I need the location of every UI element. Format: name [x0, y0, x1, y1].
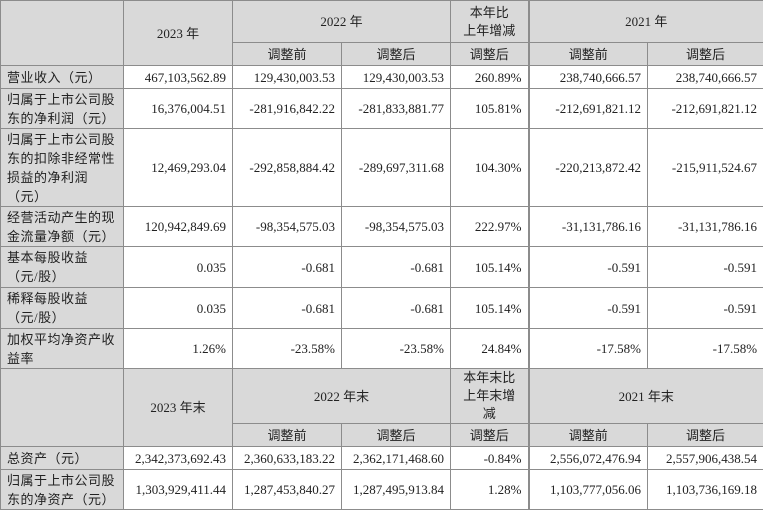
header-corner [1, 369, 124, 447]
cell-2022-before: -0.681 [233, 247, 342, 288]
subheader-change-after: 调整后 [451, 424, 529, 447]
row-label: 归属于上市公司股东的净资产（元） [1, 470, 124, 510]
cell-change: 24.84% [451, 329, 529, 369]
annual-header-row: 2023 年 2022 年 本年比 上年增减 2021 年 [1, 1, 763, 43]
cell-2022-after: -281,833,881.77 [342, 89, 451, 129]
cell-2021-before: 238,740,666.57 [529, 66, 648, 89]
header-corner [1, 1, 124, 66]
header-2023: 2023 年 [124, 1, 233, 66]
table-row: 经营活动产生的现金流量净额（元） 120,942,849.69 -98,354,… [1, 207, 763, 247]
cell-2023: 2,342,373,692.43 [124, 447, 233, 470]
row-label: 归属于上市公司股东的净利润（元） [1, 89, 124, 129]
cell-change: 105.14% [451, 247, 529, 288]
cell-2022-after: -289,697,311.68 [342, 129, 451, 207]
cell-2023: 0.035 [124, 288, 233, 329]
cell-2022-before: 2,360,633,183.22 [233, 447, 342, 470]
table-row: 归属于上市公司股东的净资产（元） 1,303,929,411.44 1,287,… [1, 470, 763, 510]
row-label: 归属于上市公司股东的扣除非经常性损益的净利润（元） [1, 129, 124, 207]
cell-change: 104.30% [451, 129, 529, 207]
cell-2022-after: -98,354,575.03 [342, 207, 451, 247]
cell-2021-before: -17.58% [529, 329, 648, 369]
header-change-end: 本年末比 上年末增减 [451, 369, 529, 424]
cell-2021-before: 2,556,072,476.94 [529, 447, 648, 470]
cell-2021-after: -31,131,786.16 [648, 207, 763, 247]
cell-2022-before: -23.58% [233, 329, 342, 369]
subheader-2022-before: 调整前 [233, 43, 342, 66]
table-row: 基本每股收益（元/股） 0.035 -0.681 -0.681 105.14% … [1, 247, 763, 288]
header-2021-end: 2021 年末 [529, 369, 763, 424]
cell-2022-before: -98,354,575.03 [233, 207, 342, 247]
cell-2021-before: -212,691,821.12 [529, 89, 648, 129]
cell-2021-before: -0.591 [529, 247, 648, 288]
row-label: 经营活动产生的现金流量净额（元） [1, 207, 124, 247]
cell-2022-after: -0.681 [342, 247, 451, 288]
header-2022: 2022 年 [233, 1, 451, 43]
cell-change: 222.97% [451, 207, 529, 247]
table-row: 归属于上市公司股东的扣除非经常性损益的净利润（元） 12,469,293.04 … [1, 129, 763, 207]
cell-change: -0.84% [451, 447, 529, 470]
subheader-2021-before: 调整前 [529, 43, 648, 66]
header-2023-end: 2023 年末 [124, 369, 233, 447]
header-2022-end: 2022 年末 [233, 369, 451, 424]
cell-2021-before: -0.591 [529, 288, 648, 329]
row-label: 总资产（元） [1, 447, 124, 470]
cell-2021-after: 2,557,906,438.54 [648, 447, 763, 470]
table-row: 稀释每股收益（元/股） 0.035 -0.681 -0.681 105.14% … [1, 288, 763, 329]
cell-2022-after: 1,287,495,913.84 [342, 470, 451, 510]
cell-2021-after: -215,911,524.67 [648, 129, 763, 207]
cell-2022-before: -0.681 [233, 288, 342, 329]
cell-2023: 467,103,562.89 [124, 66, 233, 89]
cell-2021-before: -220,213,872.42 [529, 129, 648, 207]
table-row: 营业收入（元） 467,103,562.89 129,430,003.53 12… [1, 66, 763, 89]
header-2021: 2021 年 [529, 1, 763, 43]
table-row: 总资产（元） 2,342,373,692.43 2,360,633,183.22… [1, 447, 763, 470]
row-label: 稀释每股收益（元/股） [1, 288, 124, 329]
cell-2021-after: -17.58% [648, 329, 763, 369]
subheader-change-after: 调整后 [451, 43, 529, 66]
cell-change: 1.28% [451, 470, 529, 510]
table-row: 加权平均净资产收益率 1.26% -23.58% -23.58% 24.84% … [1, 329, 763, 369]
cell-2022-before: 129,430,003.53 [233, 66, 342, 89]
row-label: 基本每股收益（元/股） [1, 247, 124, 288]
cell-2022-after: 129,430,003.53 [342, 66, 451, 89]
cell-2021-before: 1,103,777,056.06 [529, 470, 648, 510]
table-row: 归属于上市公司股东的净利润（元） 16,376,004.51 -281,916,… [1, 89, 763, 129]
subheader-2022-after: 调整后 [342, 424, 451, 447]
cell-2022-after: -23.58% [342, 329, 451, 369]
cell-2022-before: -281,916,842.22 [233, 89, 342, 129]
cell-2022-before: -292,858,884.42 [233, 129, 342, 207]
cell-2021-after: -0.591 [648, 288, 763, 329]
header-change: 本年比 上年增减 [451, 1, 529, 43]
row-label: 加权平均净资产收益率 [1, 329, 124, 369]
cell-2023: 12,469,293.04 [124, 129, 233, 207]
cell-2021-after: 1,103,736,169.18 [648, 470, 763, 510]
cell-change: 105.81% [451, 89, 529, 129]
cell-change: 105.14% [451, 288, 529, 329]
cell-2023: 1,303,929,411.44 [124, 470, 233, 510]
subheader-2022-after: 调整后 [342, 43, 451, 66]
cell-2021-before: -31,131,786.16 [529, 207, 648, 247]
subheader-2021-after: 调整后 [648, 43, 763, 66]
subheader-2022-before: 调整前 [233, 424, 342, 447]
cell-2021-after: -212,691,821.12 [648, 89, 763, 129]
row-label: 营业收入（元） [1, 66, 124, 89]
cell-2023: 120,942,849.69 [124, 207, 233, 247]
cell-2023: 1.26% [124, 329, 233, 369]
cell-2022-after: 2,362,171,468.60 [342, 447, 451, 470]
cell-2021-after: 238,740,666.57 [648, 66, 763, 89]
cell-2022-before: 1,287,453,840.27 [233, 470, 342, 510]
cell-2021-after: -0.591 [648, 247, 763, 288]
subheader-2021-before: 调整前 [529, 424, 648, 447]
cell-2023: 0.035 [124, 247, 233, 288]
cell-2022-after: -0.681 [342, 288, 451, 329]
yearend-header-row: 2023 年末 2022 年末 本年末比 上年末增减 2021 年末 [1, 369, 763, 424]
cell-2023: 16,376,004.51 [124, 89, 233, 129]
cell-change: 260.89% [451, 66, 529, 89]
subheader-2021-after: 调整后 [648, 424, 763, 447]
